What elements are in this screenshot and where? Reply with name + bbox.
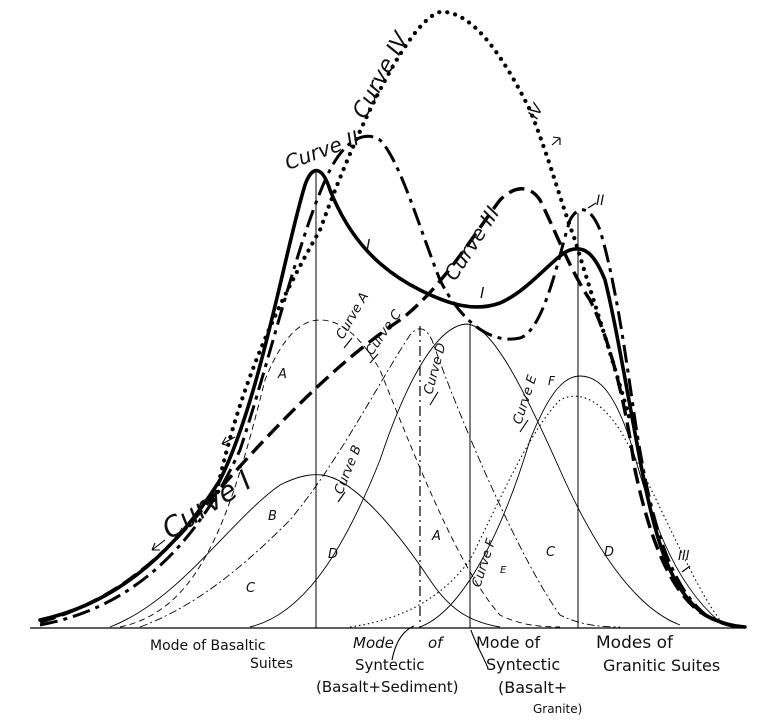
arrow-ii-right — [587, 202, 597, 209]
label-a-left: A — [277, 367, 287, 382]
arrow-curve-iv — [551, 136, 561, 146]
label-d-right: D — [604, 545, 614, 560]
label-e: E — [500, 565, 507, 576]
arrow-curve-d — [429, 391, 439, 406]
mode-granitic-line1: Modes of — [596, 633, 674, 653]
label-curve-f: Curve F — [470, 537, 500, 590]
curve-iv-line — [212, 9, 633, 503]
mode-syn-sed-of: of — [428, 634, 445, 652]
mode-syn-gra-line3: (Basalt+ — [498, 678, 567, 697]
label-c-right: C — [546, 545, 556, 560]
label-curve-c: Curve C — [363, 307, 405, 359]
curve-c-line — [139, 328, 621, 628]
label-i-right: I — [480, 284, 485, 302]
arrow-iii-right — [681, 565, 691, 573]
label-curve-b: Curve B — [332, 443, 365, 496]
arrow-curve-a — [343, 337, 353, 349]
label-iii-right: III — [678, 549, 690, 564]
mode-syn-gra-line1: Mode of — [476, 633, 540, 652]
curve-f-line — [419, 375, 721, 628]
curve-d-line — [249, 323, 681, 628]
arrow-mode-gra — [470, 629, 489, 669]
curve-e-line — [349, 395, 721, 628]
label-c-left: C — [246, 581, 256, 596]
label-f: F — [548, 374, 556, 388]
curve-b-line — [109, 474, 501, 628]
arrow-mode-sed — [391, 625, 415, 661]
label-curve-d: Curve D — [421, 341, 449, 396]
label-curve-iv: Curve IV — [348, 27, 415, 123]
label-curve-iii: Curve III — [439, 202, 504, 285]
arrow-curve-b — [337, 491, 346, 503]
arrow-curve-c — [369, 353, 379, 364]
arrow-curve-e — [519, 419, 529, 433]
label-curve-ii: Curve II — [282, 126, 363, 175]
mode-syn-sed-line2: Syntectic — [355, 656, 425, 674]
mode-syn-gra-line2: Syntectic — [486, 655, 560, 674]
label-b: B — [268, 509, 277, 524]
label-ii-right: II — [596, 193, 604, 209]
label-curve-i: Curve I — [156, 464, 258, 546]
curve-i-line — [38, 168, 747, 629]
label-iv-right: IV — [524, 99, 547, 121]
mode-syn-sed-line1: Mode — [353, 634, 394, 652]
curve-iii-line — [39, 187, 741, 629]
mode-granitic-line2: Granitic Suites — [603, 656, 720, 675]
mode-syn-sed-line3: (Basalt+Sediment) — [316, 678, 458, 696]
curve-ii-line — [39, 134, 746, 629]
mode-basaltic-line1: Mode of Basaltic — [150, 638, 266, 654]
mode-basaltic-line2: Suites — [250, 656, 293, 672]
label-d-left: D — [328, 547, 338, 562]
mode-syn-gra-line4: Granite) — [533, 702, 582, 716]
arrow-curve-i — [221, 436, 236, 447]
arrow-curve-i-bottom — [151, 539, 166, 551]
label-i-left: I — [366, 236, 371, 254]
label-a-right: A — [431, 529, 441, 544]
